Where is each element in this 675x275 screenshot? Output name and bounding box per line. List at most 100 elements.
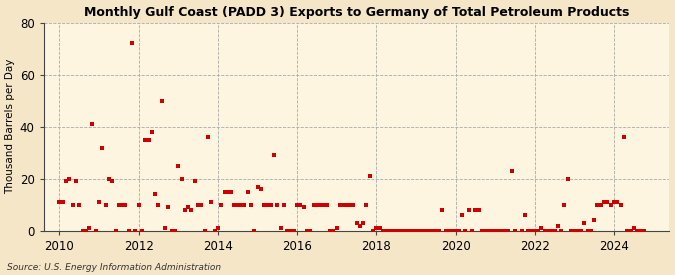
Point [80, 229, 91, 233]
Point [417, 229, 428, 233]
Point [358, 221, 369, 225]
Point [229, 203, 240, 207]
Y-axis label: Thousand Barrels per Day: Thousand Barrels per Day [5, 59, 16, 194]
Point [576, 229, 587, 233]
Point [516, 229, 527, 233]
Point [628, 226, 639, 230]
Point [140, 138, 151, 142]
Point [64, 177, 75, 181]
Point [407, 229, 418, 233]
Point [163, 205, 173, 210]
Point [130, 229, 141, 233]
Point [192, 203, 203, 207]
Point [295, 203, 306, 207]
Point [427, 229, 438, 233]
Point [529, 229, 540, 233]
Point [635, 229, 646, 233]
Point [398, 229, 408, 233]
Point [572, 229, 583, 233]
Point [186, 208, 197, 212]
Point [454, 229, 464, 233]
Point [166, 229, 177, 233]
Point [374, 226, 385, 230]
Point [292, 203, 302, 207]
Point [61, 179, 72, 184]
Point [246, 203, 256, 207]
Point [387, 229, 398, 233]
Point [549, 229, 560, 233]
Point [371, 226, 382, 230]
Point [222, 190, 233, 194]
Point [225, 190, 236, 194]
Point [368, 229, 379, 233]
Point [288, 229, 299, 233]
Point [97, 145, 108, 150]
Point [556, 229, 566, 233]
Point [146, 130, 157, 134]
Point [133, 203, 144, 207]
Point [520, 213, 531, 218]
Point [120, 203, 131, 207]
Point [127, 41, 138, 46]
Text: Source: U.S. Energy Information Administration: Source: U.S. Energy Information Administ… [7, 263, 221, 272]
Point [318, 203, 329, 207]
Point [579, 221, 590, 225]
Point [315, 203, 325, 207]
Point [490, 229, 501, 233]
Point [585, 229, 596, 233]
Point [552, 224, 563, 228]
Point [113, 203, 124, 207]
Point [321, 203, 332, 207]
Point [431, 229, 441, 233]
Point [543, 229, 554, 233]
Point [533, 229, 543, 233]
Point [450, 229, 461, 233]
Point [440, 229, 451, 233]
Point [394, 229, 405, 233]
Point [117, 203, 128, 207]
Point [110, 229, 121, 233]
Point [328, 229, 339, 233]
Point [487, 229, 497, 233]
Point [625, 229, 636, 233]
Point [196, 203, 207, 207]
Point [546, 229, 557, 233]
Point [239, 203, 250, 207]
Point [437, 208, 448, 212]
Point [526, 229, 537, 233]
Point [312, 203, 323, 207]
Point [305, 229, 316, 233]
Point [308, 203, 319, 207]
Point [232, 203, 243, 207]
Point [173, 164, 184, 168]
Point [190, 179, 200, 184]
Point [510, 229, 520, 233]
Point [136, 229, 147, 233]
Point [539, 229, 550, 233]
Point [265, 203, 276, 207]
Point [522, 229, 533, 233]
Point [384, 229, 395, 233]
Point [219, 190, 230, 194]
Point [632, 229, 643, 233]
Point [460, 229, 471, 233]
Point [169, 229, 180, 233]
Point [381, 229, 392, 233]
Point [391, 229, 402, 233]
Point [242, 190, 253, 194]
Point [183, 205, 194, 210]
Point [473, 208, 484, 212]
Point [150, 192, 161, 197]
Point [331, 226, 342, 230]
Point [199, 229, 210, 233]
Point [269, 153, 279, 158]
Point [443, 229, 454, 233]
Point [483, 229, 494, 233]
Point [410, 229, 421, 233]
Point [259, 203, 269, 207]
Point [124, 229, 134, 233]
Point [618, 135, 629, 139]
Point [496, 229, 507, 233]
Point [566, 229, 576, 233]
Point [612, 200, 622, 204]
